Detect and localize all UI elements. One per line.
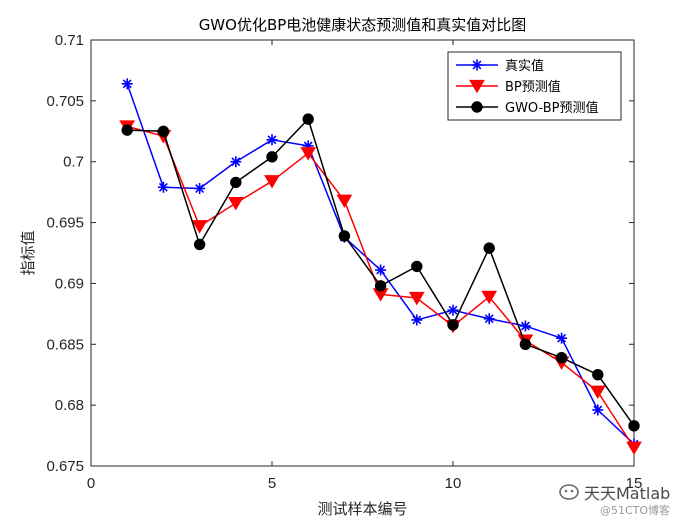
y-tick-label: 0.675 (46, 458, 84, 475)
data-point (227, 196, 244, 211)
legend-marker (469, 79, 485, 94)
data-point (374, 280, 387, 292)
data-point (157, 125, 170, 137)
data-point (157, 181, 169, 193)
data-point (121, 78, 133, 90)
data-point (336, 194, 353, 208)
data-point (589, 385, 606, 400)
chart-title: GWO优化BP电池健康状态预测值和真实值对比图 (199, 16, 527, 34)
data-point (483, 313, 495, 325)
data-point (519, 320, 531, 332)
data-point (481, 290, 498, 305)
data-point (193, 238, 206, 251)
data-point (408, 291, 425, 306)
y-tick-label: 0.68 (55, 397, 84, 414)
data-point (121, 124, 133, 136)
data-point (483, 242, 495, 254)
y-tick-label: 0.71 (55, 32, 84, 49)
legend-item: 真实值 (456, 58, 544, 74)
data-point (628, 420, 640, 432)
y-tick-label: 0.685 (46, 336, 84, 353)
y-axis-label: 指标值 (19, 230, 37, 275)
x-tick-label: 10 (445, 475, 462, 492)
data-point (592, 369, 604, 381)
data-point (626, 441, 642, 456)
legend-marker (471, 59, 483, 71)
legend-label: GWO-BP预测值 (505, 100, 599, 116)
data-point (266, 151, 278, 163)
legend-label: 真实值 (505, 58, 544, 74)
legend-item: GWO-BP预测值 (456, 100, 599, 116)
series-3 (121, 113, 640, 432)
data-point (375, 264, 387, 276)
watermark: 天天Matlab @51CTO博客 (559, 484, 670, 517)
data-point (592, 404, 604, 416)
legend-marker (471, 101, 483, 113)
y-tick-label: 0.69 (55, 275, 84, 292)
data-point (300, 147, 317, 161)
legend-label: BP预测值 (505, 79, 561, 95)
y-tick-label: 0.7 (63, 154, 84, 171)
data-point (338, 230, 351, 242)
data-point (266, 134, 278, 146)
data-point (447, 319, 459, 331)
y-tick-label: 0.695 (46, 215, 84, 232)
data-point (411, 314, 423, 326)
data-point (555, 351, 568, 364)
watermark-site: @51CTO博客 (600, 503, 670, 517)
data-point (191, 220, 208, 234)
watermark-brand: 天天Matlab (584, 484, 670, 503)
legend: 真实值 BP预测值 GWO-BP预测值 (447, 51, 622, 121)
x-tick-label: 5 (268, 475, 276, 492)
axis-ticks: 0 5 10 15 0.675 0.68 0.685 0.69 0.695 0.7 0.705 0.7… (46, 32, 642, 492)
watermark-logo-icon (559, 484, 579, 500)
data-point (194, 182, 206, 194)
y-tick-label: 0.705 (46, 93, 84, 110)
x-tick-label: 15 (626, 475, 643, 492)
data-point (302, 113, 314, 125)
data-point (519, 338, 532, 350)
data-point (230, 176, 242, 189)
data-point (447, 304, 459, 316)
data-point (264, 175, 280, 189)
legend-item: BP预测值 (456, 79, 561, 95)
x-axis-label: 测试样本编号 (317, 500, 407, 518)
data-point (411, 260, 423, 273)
x-tick-label: 0 (87, 475, 95, 492)
data-point (556, 332, 568, 344)
series-layer (119, 78, 642, 456)
data-point (230, 156, 242, 168)
